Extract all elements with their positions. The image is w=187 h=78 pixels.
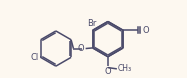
Text: Br: Br (87, 19, 96, 28)
Text: Cl: Cl (31, 53, 39, 62)
Text: O: O (78, 44, 84, 53)
Text: O: O (105, 67, 111, 76)
Text: O: O (142, 26, 149, 35)
Text: CH₃: CH₃ (118, 64, 132, 73)
